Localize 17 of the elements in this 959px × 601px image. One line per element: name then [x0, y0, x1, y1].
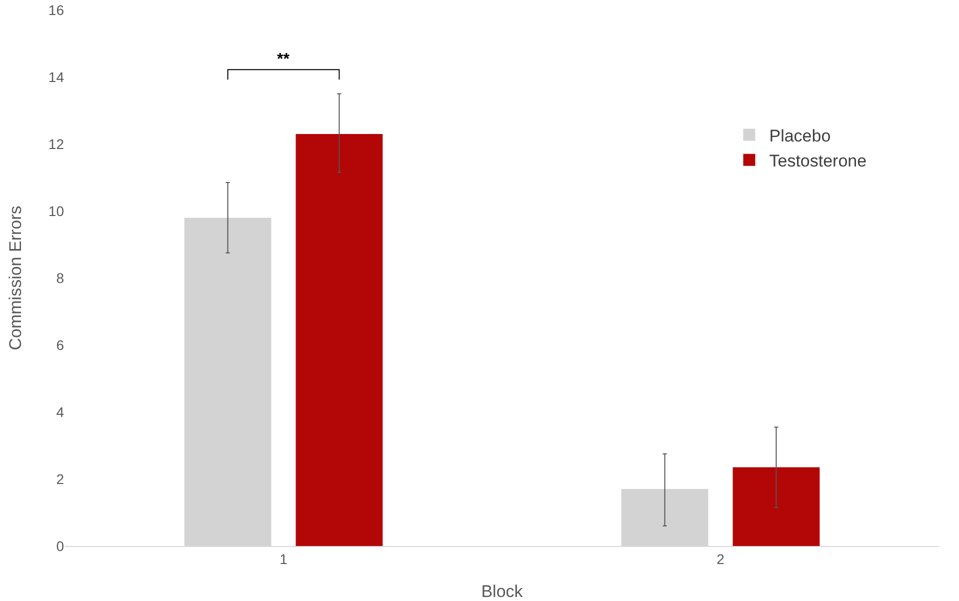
- y-tick-label: 12: [48, 136, 64, 152]
- x-axis-title: Block: [481, 582, 524, 601]
- y-axis-title: Commission Errors: [6, 206, 25, 350]
- y-tick-label: 16: [48, 2, 64, 18]
- x-tick-label: 1: [280, 550, 288, 567]
- bar: [732, 467, 820, 546]
- y-tick-label: 8: [56, 270, 64, 286]
- legend-label: Placebo: [769, 126, 831, 146]
- annotation: **: [277, 51, 290, 68]
- y-tick-label: 0: [56, 538, 64, 554]
- y-tick-label: 14: [48, 68, 64, 85]
- legend-label: Testosterone: [769, 151, 867, 170]
- bar: [296, 134, 383, 546]
- y-tick-label: 6: [56, 336, 64, 353]
- y-tick-label: 4: [56, 404, 64, 420]
- y-tick-label: 10: [48, 202, 64, 219]
- y-tick-label: 2: [56, 470, 64, 487]
